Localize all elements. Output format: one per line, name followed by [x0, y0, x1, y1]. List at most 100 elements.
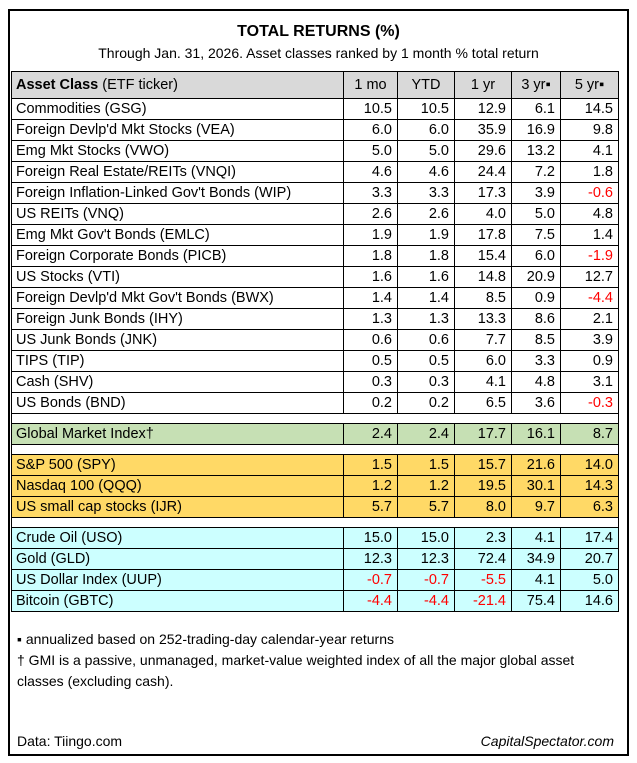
return-value-cell: -0.6 [560, 182, 619, 204]
returns-table: Asset Class (ETF ticker) 1 mo YTD 1 yr 3… [11, 71, 619, 612]
return-value-cell: 12.9 [454, 98, 512, 120]
return-value-cell: 4.1 [511, 569, 561, 591]
return-value-cell: 1.8 [343, 245, 398, 267]
return-value-cell: 14.5 [560, 98, 619, 120]
return-value-cell: 17.4 [560, 527, 619, 549]
asset-class-cell: Global Market Index† [11, 423, 344, 445]
return-value-cell: 72.4 [454, 548, 512, 570]
return-value-cell: 14.6 [560, 590, 619, 612]
return-value-cell: 7.5 [511, 224, 561, 246]
return-value-cell: 17.8 [454, 224, 512, 246]
title-block: TOTAL RETURNS (%) Through Jan. 31, 2026.… [10, 11, 627, 63]
table-row: US Stocks (VTI) 1.6 1.6 14.8 20.9 12.7 [11, 266, 619, 288]
table-row: TIPS (TIP) 0.5 0.5 6.0 3.3 0.9 [11, 350, 619, 372]
table-row: Foreign Devlp'd Mkt Stocks (VEA) 6.0 6.0 35… [11, 119, 619, 141]
asset-class-cell: US Junk Bonds (JNK) [11, 329, 344, 351]
asset-class-cell: Foreign Corporate Bonds (PICB) [11, 245, 344, 267]
column-header-3yr: 3 yr▪ [511, 71, 561, 99]
return-value-cell: -5.5 [454, 569, 512, 591]
return-value-cell: 1.2 [343, 475, 398, 497]
page-title: TOTAL RETURNS (%) [237, 23, 400, 40]
return-value-cell: 15.7 [454, 454, 512, 476]
return-value-cell: 14.8 [454, 266, 512, 288]
column-header-5yr: 5 yr▪ [560, 71, 619, 99]
return-value-cell: 20.9 [511, 266, 561, 288]
return-value-cell: 20.7 [560, 548, 619, 570]
table-row: Foreign Inflation-Linked Gov't Bonds (WI… [11, 182, 619, 204]
asset-class-cell: US Dollar Index (UUP) [11, 569, 344, 591]
footnote-gmi: † GMI is a passive, unmanaged, market-va… [17, 652, 575, 689]
return-value-cell: -21.4 [454, 590, 512, 612]
return-value-cell: 6.5 [454, 392, 512, 414]
table-row: US REITs (VNQ) 2.6 2.6 4.0 5.0 4.8 [11, 203, 619, 225]
return-value-cell: 1.8 [397, 245, 455, 267]
return-value-cell: 16.1 [511, 423, 561, 445]
return-value-cell: 75.4 [511, 590, 561, 612]
table-header-row: Asset Class (ETF ticker) 1 mo YTD 1 yr 3… [11, 71, 619, 99]
return-value-cell: 1.5 [343, 454, 398, 476]
return-value-cell: 30.1 [511, 475, 561, 497]
section-spacer-cell [11, 413, 619, 424]
return-value-cell: 4.8 [511, 371, 561, 393]
return-value-cell: 3.3 [511, 350, 561, 372]
return-value-cell: 1.4 [343, 287, 398, 309]
return-value-cell: 1.2 [397, 475, 455, 497]
return-value-cell: -4.4 [343, 590, 398, 612]
return-value-cell: 5.7 [397, 496, 455, 518]
return-value-cell: -0.7 [397, 569, 455, 591]
asset-class-cell: Commodities (GSG) [11, 98, 344, 120]
return-value-cell: 15.0 [397, 527, 455, 549]
return-value-cell: 29.6 [454, 140, 512, 162]
return-value-cell: 8.5 [511, 329, 561, 351]
return-value-cell: 7.7 [454, 329, 512, 351]
return-value-cell: 4.1 [560, 140, 619, 162]
return-value-cell: 0.6 [397, 329, 455, 351]
return-value-cell: 3.9 [511, 182, 561, 204]
return-value-cell: 0.3 [343, 371, 398, 393]
return-value-cell: 9.8 [560, 119, 619, 141]
return-value-cell: 19.5 [454, 475, 512, 497]
return-value-cell: 0.2 [397, 392, 455, 414]
asset-class-column-header: Asset Class (ETF ticker) [11, 71, 344, 99]
return-value-cell: 24.4 [454, 161, 512, 183]
return-value-cell: 1.6 [343, 266, 398, 288]
return-value-cell: 1.6 [397, 266, 455, 288]
return-value-cell: 1.5 [397, 454, 455, 476]
table-row: US Dollar Index (UUP) -0.7 -0.7 -5.5 4.1 5.0 [11, 569, 619, 591]
return-value-cell: 12.3 [343, 548, 398, 570]
column-header-1yr: 1 yr [454, 71, 512, 99]
return-value-cell: 4.8 [560, 203, 619, 225]
return-value-cell: 0.6 [343, 329, 398, 351]
asset-class-cell: Emg Mkt Gov't Bonds (EMLC) [11, 224, 344, 246]
asset-class-cell: Bitcoin (GBTC) [11, 590, 344, 612]
table-row: US Junk Bonds (JNK) 0.6 0.6 7.7 8.5 3.9 [11, 329, 619, 351]
return-value-cell: 7.2 [511, 161, 561, 183]
table-row: Foreign Corporate Bonds (PICB) 1.8 1.8 15.4… [11, 245, 619, 267]
table-row: Crude Oil (USO) 15.0 15.0 2.3 4.1 17.4 [11, 527, 619, 549]
table-row: Commodities (GSG) 10.5 10.5 12.9 6.1 14.5 [11, 98, 619, 120]
asset-class-header-bold: Asset Class [16, 77, 99, 93]
return-value-cell: 5.0 [397, 140, 455, 162]
return-value-cell: 8.0 [454, 496, 512, 518]
asset-class-cell: TIPS (TIP) [11, 350, 344, 372]
section-spacer [11, 444, 619, 455]
return-value-cell: 2.3 [454, 527, 512, 549]
asset-class-cell: Cash (SHV) [11, 371, 344, 393]
return-value-cell: 10.5 [397, 98, 455, 120]
return-value-cell: 15.0 [343, 527, 398, 549]
return-value-cell: 0.9 [511, 287, 561, 309]
return-value-cell: 3.6 [511, 392, 561, 414]
table-body: Commodities (GSG) 10.5 10.5 12.9 6.1 14.5 Fore… [11, 98, 619, 612]
return-value-cell: 0.5 [397, 350, 455, 372]
table-row: US Bonds (BND) 0.2 0.2 6.5 3.6 -0.3 [11, 392, 619, 414]
asset-class-cell: Crude Oil (USO) [11, 527, 344, 549]
table-row: US small cap stocks (IJR) 5.7 5.7 8.0 9.7 6.3 [11, 496, 619, 518]
section-spacer [11, 517, 619, 528]
column-header-ytd: YTD [397, 71, 455, 99]
section-spacer [11, 413, 619, 424]
return-value-cell: 4.6 [343, 161, 398, 183]
table-row: Foreign Real Estate/REITs (VNQI) 4.6 4.6 24… [11, 161, 619, 183]
return-value-cell: 2.4 [343, 423, 398, 445]
footnotes: ▪ annualized based on 252-trading-day ca… [17, 629, 619, 692]
return-value-cell: 6.3 [560, 496, 619, 518]
